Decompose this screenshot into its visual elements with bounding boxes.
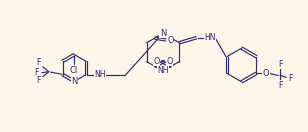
Text: F: F bbox=[278, 81, 282, 90]
Text: O: O bbox=[168, 36, 174, 44]
Text: N: N bbox=[160, 29, 166, 38]
Text: N: N bbox=[71, 77, 78, 86]
Text: HN: HN bbox=[205, 33, 216, 42]
Text: NH: NH bbox=[157, 66, 169, 76]
Text: F: F bbox=[288, 74, 292, 83]
Text: Cl: Cl bbox=[69, 66, 78, 75]
Text: F: F bbox=[278, 60, 282, 69]
Text: O: O bbox=[153, 57, 160, 66]
Text: O: O bbox=[167, 57, 173, 66]
Text: NH: NH bbox=[94, 70, 106, 79]
Text: O: O bbox=[263, 69, 270, 78]
Text: F: F bbox=[35, 68, 39, 77]
Text: F: F bbox=[37, 76, 41, 85]
Text: F: F bbox=[37, 58, 41, 67]
